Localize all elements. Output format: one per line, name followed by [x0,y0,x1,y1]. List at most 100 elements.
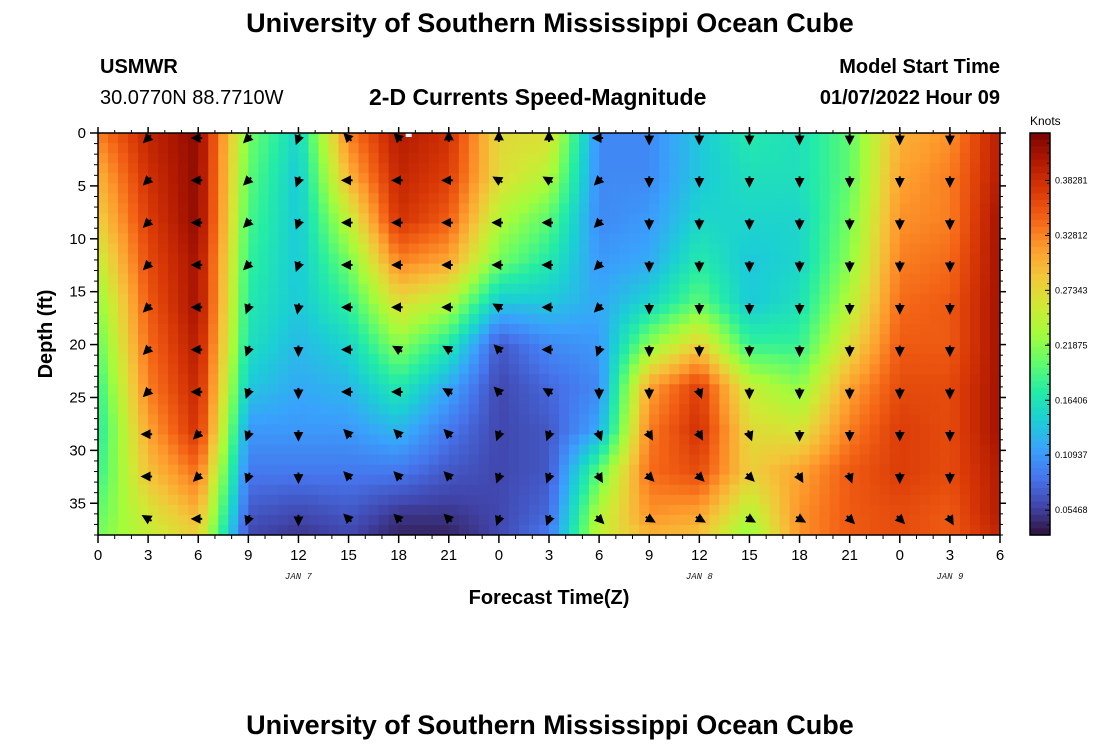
heatmap-cell [148,273,159,285]
heatmap-cell [559,454,570,466]
heatmap-cell [458,394,470,405]
heatmap-cell [599,374,610,385]
heatmap-cell [338,323,350,335]
heatmap-cell [488,313,500,325]
heatmap-cell [98,414,109,426]
heatmap-cell [729,524,741,535]
heatmap-cell [408,223,420,235]
heatmap-cell [879,303,891,315]
current-arrow [142,259,154,271]
x-tick-label: 15 [340,547,357,564]
heatmap-cell [468,484,480,496]
heatmap-cell [699,233,710,245]
heatmap-cell [488,424,500,436]
heatmap-cell [589,484,600,496]
heatmap-cell [569,173,580,184]
heatmap-cell [679,504,690,516]
heatmap-cell [388,323,400,335]
heatmap-cell [739,364,751,375]
heatmap-cell [709,444,720,456]
heatmap-cell [909,354,921,365]
heatmap-cell [518,133,530,144]
heatmap-cell [629,464,640,476]
heatmap-cell [178,173,189,184]
model-start-value: 01/07/2022 Hour 09 [819,87,1000,109]
heatmap-cell [498,394,510,405]
heatmap-cell [879,354,891,365]
heatmap-cell [959,464,971,476]
heatmap-cell [218,344,229,355]
heatmap-cell [669,484,680,496]
heatmap-cell [218,303,229,315]
heatmap-cell [949,133,961,144]
heatmap-cell [889,203,901,214]
heatmap-cell [308,434,320,446]
heatmap-cell [438,414,450,426]
heatmap-cell [458,203,470,214]
heatmap-cell [649,303,660,315]
y-axis-title: Depth (ft) [35,290,57,379]
heatmap-cell [328,394,340,405]
heatmap-cell [308,173,320,184]
heatmap-cell [228,153,239,164]
heatmap-cell [328,414,340,426]
heatmap-cell [138,283,149,295]
heatmap-cell [759,334,771,345]
heatmap-cell [148,384,159,395]
x-tick-label: 18 [791,547,808,564]
heatmap-cell [619,384,630,395]
heatmap-cell [178,414,189,426]
heatmap-cell [679,344,690,355]
heatmap-cell [138,464,149,476]
heatmap-cell [168,424,179,436]
heatmap-cell [308,193,320,204]
heatmap-cell [228,213,239,225]
heatmap-cell [579,514,590,526]
heatmap-cell [719,273,730,285]
x-tick-label: 18 [390,547,407,564]
heatmap-cell [518,233,530,245]
heatmap-cell [208,313,219,325]
heatmap-cell [769,223,781,235]
heatmap-cell [528,384,540,395]
heatmap-cell [288,354,300,365]
heatmap-cell [298,143,310,154]
heatmap-cell [579,153,590,164]
heatmap-cell [248,313,259,325]
heatmap-cell [959,454,971,466]
heatmap-cell [468,163,480,174]
heatmap-cell [478,173,490,184]
heatmap-cell [809,344,821,355]
heatmap-cell [989,354,1000,365]
heatmap-cell [599,143,610,154]
heatmap-cell [478,243,490,255]
heatmap-cell [358,374,370,385]
heatmap-cell [639,313,650,325]
heatmap-cell [258,354,269,365]
heatmap-cell [398,203,410,214]
heatmap-cell [358,203,370,214]
heatmap-cell [408,514,420,526]
heatmap-cell [188,454,199,466]
current-arrow [242,133,254,144]
heatmap-cell [779,364,791,375]
heatmap-cell [649,253,660,265]
heatmap-cell [829,524,841,535]
heatmap-cell [899,454,911,466]
heatmap-cell [188,233,199,245]
heatmap-cell [889,193,901,204]
heatmap-cell [508,474,520,486]
heatmap-cell [108,524,119,535]
heatmap-cell [388,253,400,265]
heatmap-cell [138,404,149,415]
heatmap-cell [789,424,801,436]
colorbar-tick-label: 0.32812 [1055,230,1088,240]
heatmap-cell [498,404,510,415]
heatmap-cell [158,223,169,235]
heatmap-cell [989,344,1000,355]
heatmap-cell [478,444,490,456]
heatmap-cell [378,243,390,255]
heatmap-cell [508,384,520,395]
heatmap-cell [278,424,290,436]
heatmap-cell [919,464,931,476]
